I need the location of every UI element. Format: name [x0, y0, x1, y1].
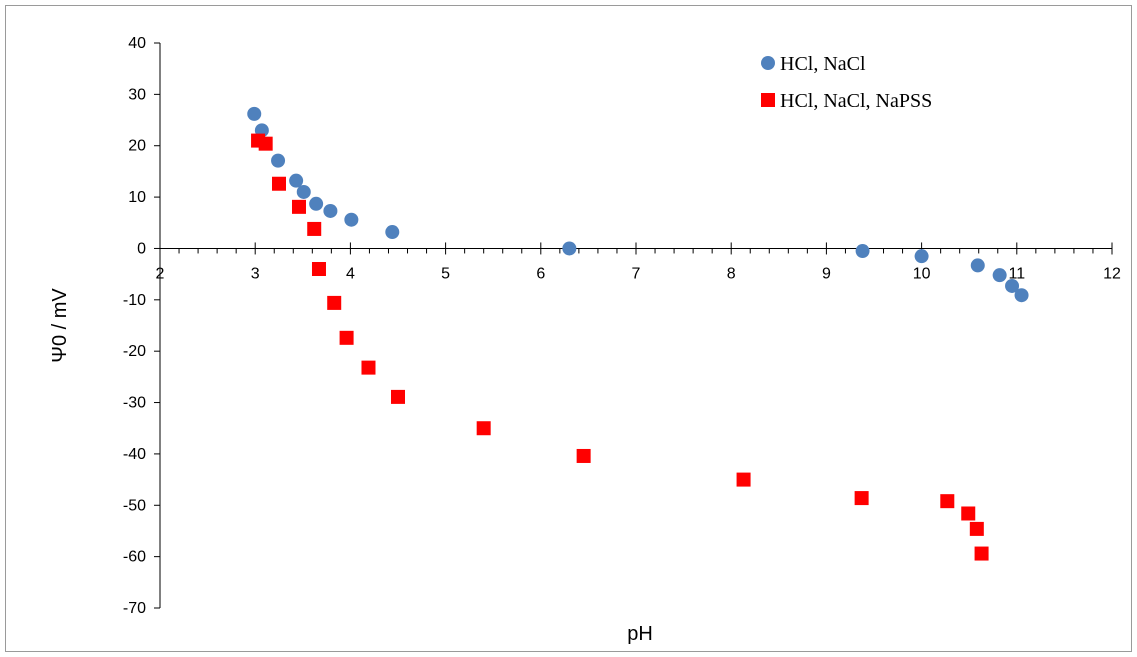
axes-layer: [154, 42, 1113, 609]
data-point-square: [311, 262, 326, 276]
series-1: [247, 106, 1029, 303]
data-point-square: [391, 389, 405, 404]
x-tick-label: 7: [632, 265, 641, 282]
data-point-square: [576, 448, 591, 463]
y-tick-label: -60: [123, 549, 146, 566]
y-tick-label: -10: [123, 292, 146, 309]
legend: HCl, NaCl HCl, NaCl, NaPSS: [761, 53, 932, 112]
legend-marker-square: [761, 93, 775, 107]
data-point-square: [258, 136, 273, 151]
data-point-circle: [1005, 278, 1020, 293]
data-point-square: [736, 472, 751, 487]
data-point-square: [969, 521, 984, 536]
y-tick-label: -20: [123, 343, 146, 360]
data-point-circle: [271, 153, 286, 168]
x-tick-label: 5: [441, 265, 450, 282]
data-point-square: [272, 176, 286, 191]
labels-layer: 40 30 20 10 0 -10 -20 -30 -40 -50 -60 -70 2 3 4 5 6 7 8 9 10…: [49, 35, 1121, 645]
y-axis-title: Ψ0 / mV: [49, 288, 71, 363]
data-point-circle: [296, 184, 311, 199]
legend-marker-circle: [761, 56, 775, 70]
y-tick-label: -70: [123, 600, 146, 617]
x-tick-label: 8: [727, 265, 736, 282]
x-tick-label: 2: [156, 265, 165, 282]
data-point-circle: [247, 106, 262, 121]
data-point-square: [961, 506, 976, 521]
x-tick-label: 4: [346, 265, 355, 282]
data-point-circle: [385, 225, 400, 240]
data-point-square: [291, 199, 306, 214]
data-point-square: [974, 546, 989, 561]
data-point-circle: [1014, 288, 1029, 303]
y-tick-label: -30: [123, 395, 146, 412]
data-point-square: [476, 421, 491, 436]
data-point-square: [940, 494, 955, 509]
data-point-square: [854, 491, 869, 506]
scatter-chart: 40 30 20 10 0 -10 -20 -30 -40 -50 -60 -70 2 3 4 5 6 7 8 9 10…: [49, 35, 1121, 645]
data-point-square: [307, 221, 322, 236]
x-axis-title: pH: [627, 623, 653, 645]
data-point-circle: [344, 212, 359, 227]
y-tick-label: -40: [123, 446, 146, 463]
y-tick-label: 0: [137, 240, 146, 257]
series-layer: [247, 106, 1029, 561]
y-tick-label: 20: [128, 138, 146, 155]
data-point-square: [327, 295, 342, 310]
data-point-circle: [309, 196, 324, 211]
x-tick-label: 3: [251, 265, 260, 282]
x-tick-label: 11: [1008, 265, 1025, 282]
data-point-square: [361, 360, 376, 375]
y-tick-label: -50: [123, 497, 146, 514]
y-tick-label: 30: [128, 86, 146, 103]
y-tick-label: 40: [128, 35, 146, 52]
legend-label: HCl, NaCl, NaPSS: [780, 90, 932, 112]
data-point-circle: [323, 203, 338, 218]
data-point-circle: [914, 249, 929, 264]
data-point-circle: [970, 258, 985, 273]
legend-label: HCl, NaCl: [780, 53, 866, 75]
y-tick-label: 10: [128, 189, 146, 206]
x-tick-label: 6: [536, 265, 545, 282]
data-point-square: [339, 330, 354, 345]
x-tick-label: 9: [822, 265, 831, 282]
data-point-circle: [289, 173, 304, 188]
x-tick-label: 12: [1103, 265, 1121, 282]
x-tick-label: 10: [913, 265, 931, 282]
data-point-circle: [992, 268, 1007, 283]
series-2: [251, 133, 989, 561]
data-point-circle: [562, 241, 577, 256]
chart-frame: 40 30 20 10 0 -10 -20 -30 -40 -50 -60 -70 2 3 4 5 6 7 8 9 10…: [5, 5, 1132, 652]
data-point-circle: [855, 244, 870, 259]
